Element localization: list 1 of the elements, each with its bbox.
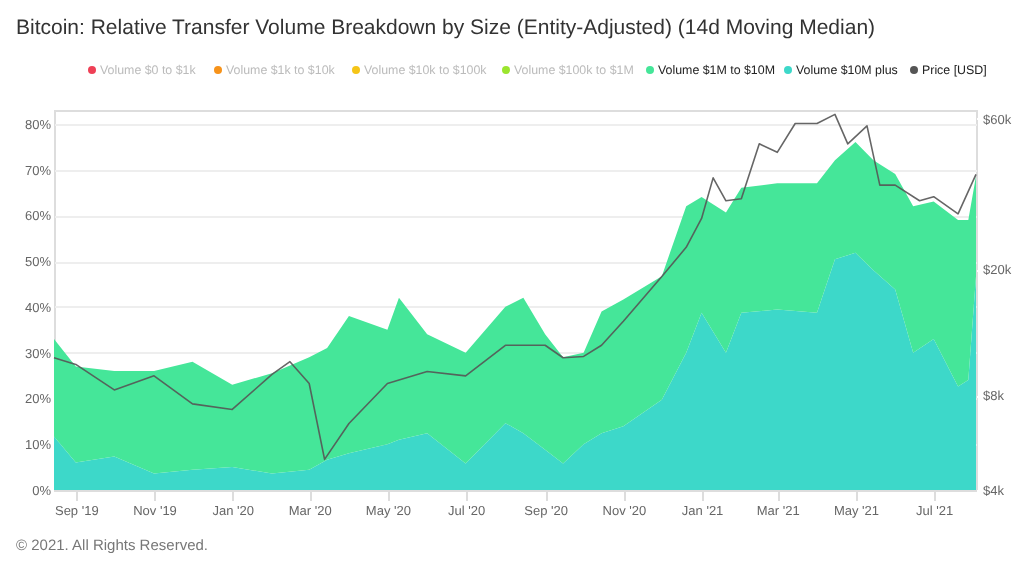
chart-title: Bitcoin: Relative Transfer Volume Breakdown by Size (Entity-Adjusted) (14d Moving Median) [16, 16, 876, 40]
